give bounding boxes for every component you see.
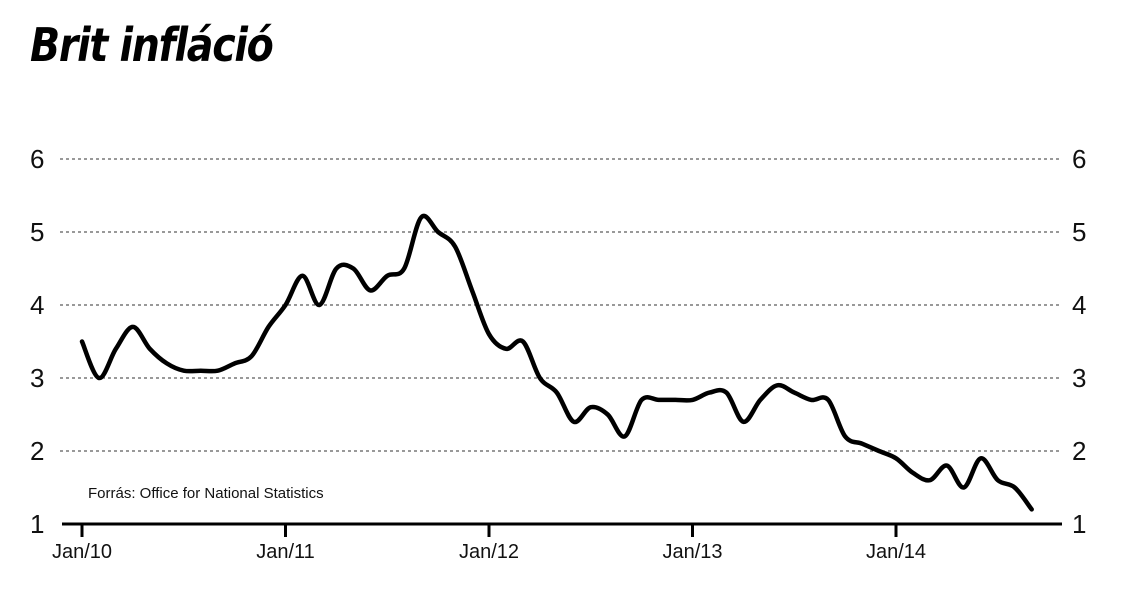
y-tick-label-left: 6: [30, 144, 44, 174]
y-tick-label-right: 2: [1072, 436, 1086, 466]
y-tick-label-right: 4: [1072, 290, 1086, 320]
grid-lines: [60, 158, 1062, 452]
series-line: [79, 213, 1034, 512]
y-tick-label-right: 5: [1072, 217, 1086, 247]
y-axis-left-ticks: 1 2 3 4 5 6: [30, 144, 44, 539]
y-tick-label-left: 4: [30, 290, 44, 320]
x-axis-ticks: Jan/10 Jan/11 Jan/12 Jan/13 Jan/14: [52, 524, 926, 563]
y-axis-right-ticks: 1 2 3 4 5 6: [1072, 144, 1086, 539]
y-tick-label-right: 1: [1072, 509, 1086, 539]
y-tick-label-right: 6: [1072, 144, 1086, 174]
chart-title: Brit infláció: [30, 18, 274, 72]
x-tick-label: Jan/12: [459, 541, 519, 563]
x-tick-label: Jan/10: [52, 541, 112, 563]
source-note: Forrás: Office for National Statistics: [88, 485, 324, 502]
x-tick-label: Jan/13: [662, 541, 722, 563]
y-tick-label-right: 3: [1072, 363, 1086, 393]
y-tick-label-left: 5: [30, 217, 44, 247]
x-tick-label: Jan/14: [866, 541, 926, 563]
y-tick-label-left: 2: [30, 436, 44, 466]
x-tick-label: Jan/11: [256, 541, 315, 563]
y-tick-label-left: 3: [30, 363, 44, 393]
y-tick-label-left: 1: [30, 509, 44, 539]
